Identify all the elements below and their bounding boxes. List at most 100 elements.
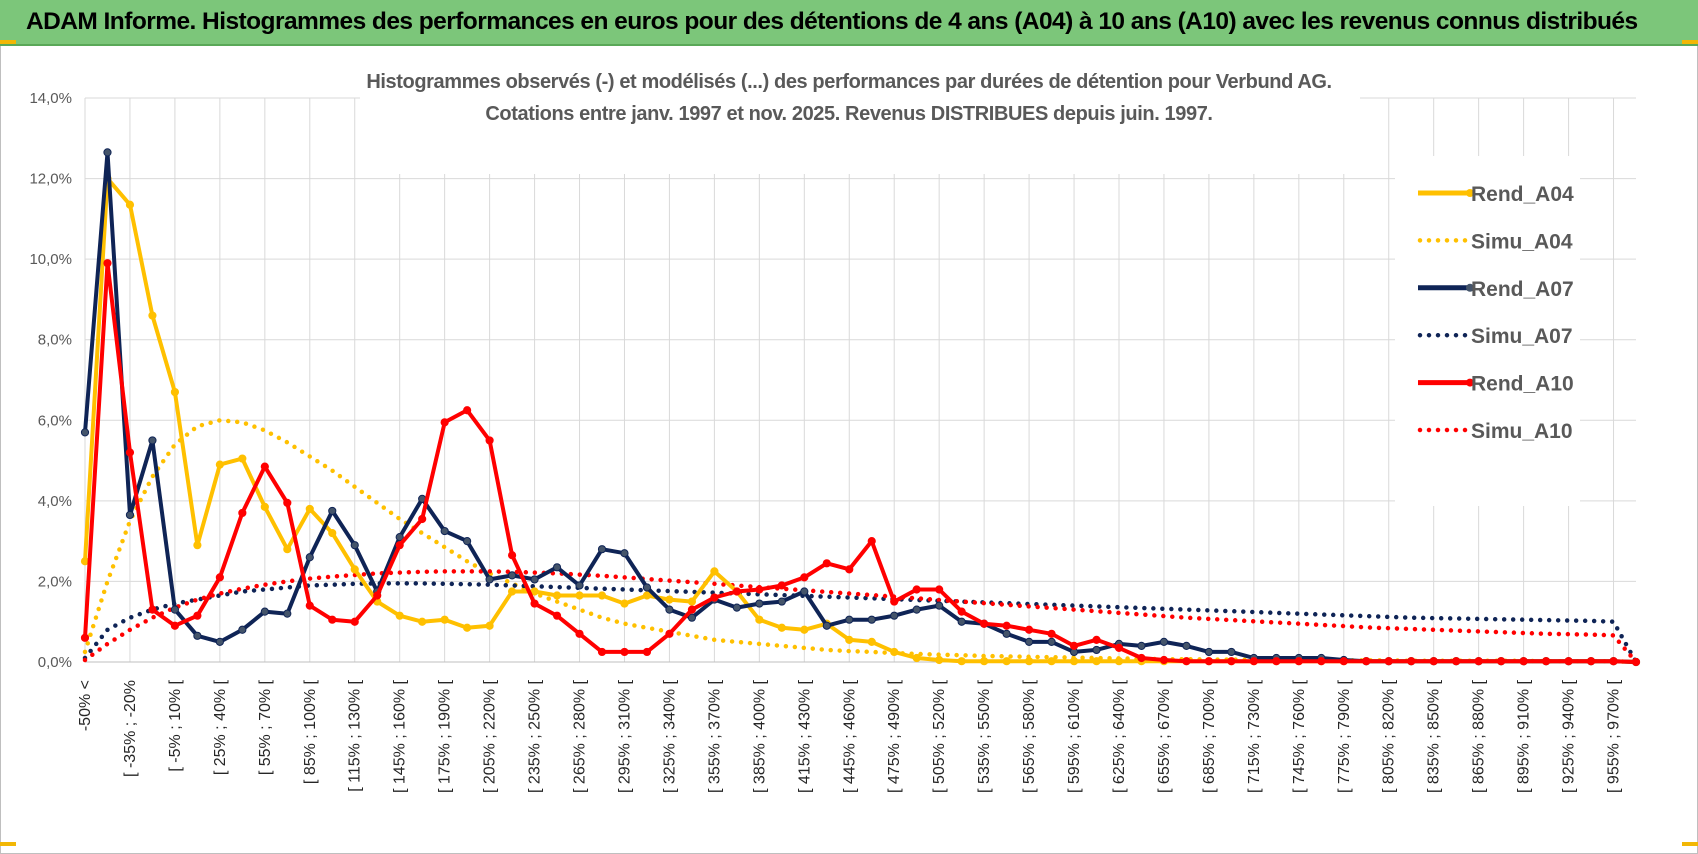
rend-a10-point — [463, 406, 472, 415]
rend-a10-point — [1609, 657, 1618, 666]
rend-a04-point — [912, 653, 921, 663]
chart-title-line1: Histogrammes observés (-) et modélisés (… — [366, 71, 1331, 93]
rend-a10-point — [1317, 657, 1326, 666]
rend-a07-point — [1092, 645, 1101, 655]
rend-a04-point — [957, 657, 966, 666]
histogram-chart: 0,0% 2,0% 4,0% 6,0% 8,0% 10,0% 12,0% 14,0% -50%… — [29, 58, 1641, 793]
rend-a10-point — [125, 448, 135, 457]
rend-a04-point — [800, 625, 809, 634]
rend-a10-point — [1204, 657, 1214, 666]
rend-a07-point — [440, 526, 449, 536]
rend-a04-point — [845, 635, 854, 644]
rend-a10-point — [1159, 655, 1169, 665]
rend-a10-point — [305, 601, 314, 610]
rend-a10-point — [1294, 657, 1303, 666]
rend-a07-point — [485, 575, 494, 584]
rend-a10-point — [350, 617, 359, 626]
rend-a04-point — [867, 637, 876, 646]
rend-a07-point — [867, 615, 876, 624]
rend-a10-point — [687, 605, 697, 614]
rend-a10-point — [732, 587, 741, 596]
legend-entry-simu-a04: Simu_A04 — [1417, 230, 1573, 253]
x-tick-label: [ 25% ; 40% [ — [212, 679, 229, 775]
rend-a10-point — [665, 629, 674, 638]
x-tick-label: [ -35% ; -20% — [122, 680, 139, 777]
rend-a10-point — [170, 621, 180, 630]
rend-a04-point — [350, 565, 359, 574]
x-tick-label: [ 715% ; 730% [ — [1246, 679, 1263, 793]
series-layer — [80, 148, 1641, 667]
rend-a04-point — [170, 387, 180, 397]
y-tick-label: 14,0% — [29, 90, 72, 107]
rend-a10-point — [710, 593, 719, 602]
x-tick-label: [ 805% ; 820% [ — [1381, 679, 1398, 793]
rend-a10-point — [597, 647, 607, 657]
x-tick-label: [ 445% ; 460% [ — [841, 679, 858, 793]
rend-a10-point — [867, 537, 876, 546]
rend-a10-point — [238, 508, 247, 518]
rend-a10-point — [215, 573, 224, 582]
rend-a07-point — [822, 621, 831, 630]
rend-a07-point — [463, 537, 472, 546]
rend-a10-point — [1429, 657, 1438, 666]
rend-a04-point — [575, 591, 584, 600]
rend-a10-point — [260, 462, 269, 471]
y-tick-label: 2,0% — [38, 573, 72, 590]
rend-a07-point — [575, 581, 584, 590]
rend-a10-point — [440, 418, 449, 427]
rend-a07-point — [1159, 637, 1169, 646]
x-tick-label: [ 895% ; 910% [ — [1516, 679, 1533, 793]
y-axis: 0,0% 2,0% 4,0% 6,0% 8,0% 10,0% 12,0% 14,0% — [29, 90, 72, 671]
x-tick-label: [ 745% ; 760% [ — [1291, 679, 1308, 793]
x-tick-label: [ 835% ; 850% [ — [1426, 679, 1443, 793]
rend-a04-point — [485, 621, 494, 630]
y-tick-label: 6,0% — [38, 412, 72, 429]
rend-a07-point — [665, 605, 674, 614]
x-tick-label: [ 595% ; 610% [ — [1066, 679, 1083, 793]
rend-a10-point — [642, 647, 652, 657]
legend-marker-rend-a07 — [1466, 283, 1474, 292]
x-tick-label: [ 625% ; 640% [ — [1111, 679, 1128, 793]
y-tick-label: 12,0% — [29, 171, 72, 188]
rend-a10-point — [1024, 625, 1034, 634]
legend-backdrop — [1395, 156, 1580, 506]
rend-a04-point — [260, 502, 269, 511]
rend-a04-point — [755, 615, 764, 624]
legend-entry-rend-a10: Rend_A10 — [1418, 373, 1574, 396]
x-tick-label: [ 85% ; 100% [ — [302, 679, 319, 784]
rend-a10-point — [1137, 653, 1146, 663]
x-tick-label: [ 355% ; 370% [ — [706, 679, 723, 793]
rend-a10-point — [1227, 657, 1236, 666]
rend-a07-point — [530, 575, 539, 584]
rend-a10-point — [1069, 641, 1079, 650]
x-tick-label: [ 565% ; 580% [ — [1021, 679, 1038, 793]
rend-a07-point — [328, 506, 337, 516]
rend-a04-point — [1069, 657, 1079, 666]
x-tick-label: [ 175% ; 190% [ — [437, 679, 454, 793]
x-tick-label: [ 655% ; 670% [ — [1156, 679, 1173, 793]
rend-a10-point — [777, 581, 786, 590]
rend-a10-point — [373, 591, 382, 600]
legend-label-simu-a07: Simu_A07 — [1471, 325, 1573, 348]
rend-a10-point — [395, 541, 404, 550]
y-tick-label: 10,0% — [29, 251, 72, 268]
rend-a10-point — [980, 619, 989, 628]
rend-a07-point — [552, 563, 562, 572]
report-banner: ADAM Informe. Histogrammes des performan… — [0, 0, 1698, 46]
rend-a10-point — [1519, 657, 1528, 666]
rend-a07-point — [845, 615, 854, 624]
corner-accent-bottom-right — [1682, 842, 1698, 846]
x-axis: -50% < [ -35% ; -20% [ -5% ; 10% [[ 25% ; … — [77, 679, 1623, 793]
x-tick-label: [ 265% ; 280% [ — [572, 679, 589, 793]
rend-a10-point — [575, 629, 584, 638]
rend-a07-point — [957, 617, 966, 626]
rend-a07-point — [215, 637, 224, 646]
series-simu-a07 — [82, 581, 1639, 665]
x-tick-label: [ 685% ; 700% [ — [1201, 679, 1218, 793]
rend-a07-point — [755, 599, 764, 608]
rend-a10-point — [418, 514, 427, 524]
report-title: ADAM Informe. Histogrammes des performan… — [26, 8, 1638, 35]
rend-a04-point — [395, 611, 404, 620]
rend-a07-point — [642, 583, 652, 592]
rend-a10-point — [1452, 657, 1461, 666]
